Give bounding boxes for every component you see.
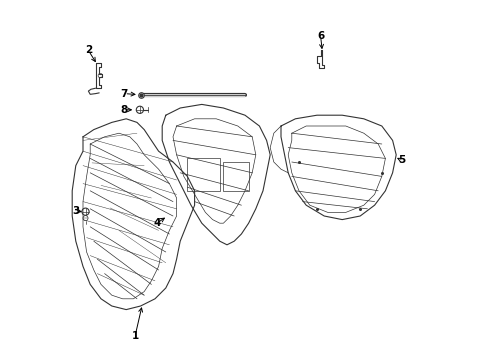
Text: 8: 8 (121, 105, 128, 115)
Text: 4: 4 (153, 218, 161, 228)
Text: 2: 2 (85, 45, 92, 55)
Bar (223, 162, 248, 191)
Text: 3: 3 (72, 206, 79, 216)
Text: 7: 7 (121, 89, 128, 99)
Text: 5: 5 (398, 155, 405, 165)
Bar (187, 158, 220, 191)
Text: 6: 6 (317, 31, 324, 41)
Text: 1: 1 (132, 330, 139, 341)
